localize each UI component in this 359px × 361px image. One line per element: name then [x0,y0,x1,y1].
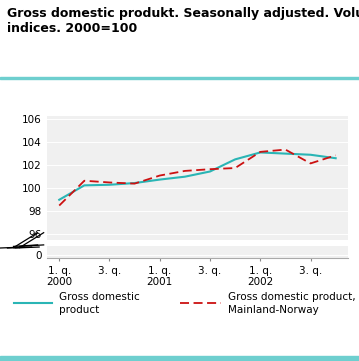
Text: Gross domestic produkt. Seasonally adjusted. Volume
indices. 2000=100: Gross domestic produkt. Seasonally adjus… [7,7,359,35]
Text: Gross domestic product,
Mainland-Norway: Gross domestic product, Mainland-Norway [228,292,355,315]
Text: Gross domestic
product: Gross domestic product [59,292,140,315]
